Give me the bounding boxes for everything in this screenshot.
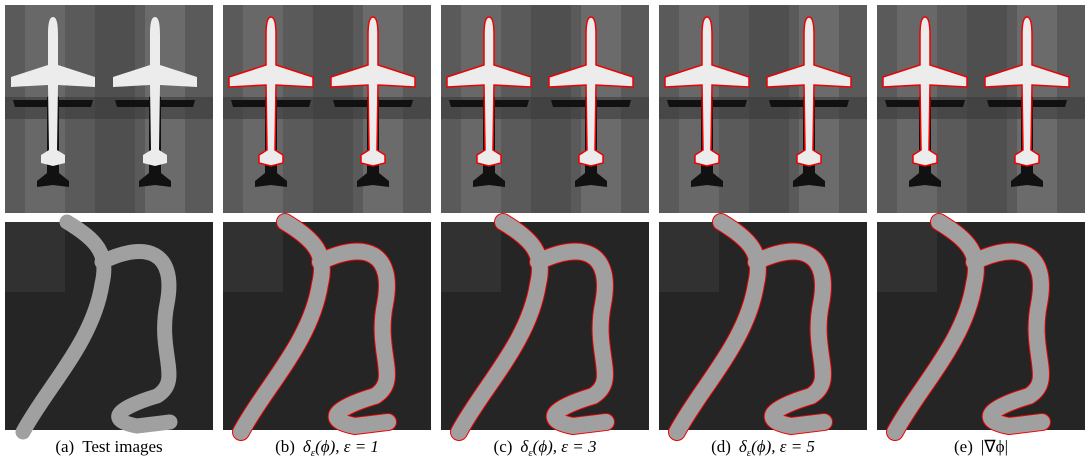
caption-label: (b) [275,437,295,456]
caption-label: (c) [494,437,513,456]
plane-image [5,5,213,213]
road-image [223,222,431,432]
plane-image [441,5,649,213]
caption: (e) |∇ϕ| [954,437,1008,456]
plane-image [223,5,431,213]
texture-band [441,222,501,292]
caption-text: Test images [82,437,162,456]
caption-label: (a) [55,437,74,456]
caption-rest: (ϕ), ε = 1 [315,437,379,456]
caption-label: (d) [711,437,731,456]
caption: (b)δε(ϕ), ε = 1 [275,437,379,459]
texture-band [659,222,719,292]
plane-image [659,5,867,213]
caption-rest: (ϕ), ε = 3 [533,437,597,456]
texture-band [877,222,937,292]
road-image [877,222,1085,432]
caption-text: |∇ϕ| [981,437,1008,456]
plane-image [877,5,1085,213]
caption: (a) Test images [55,437,162,456]
figure: (a) Test images (b)δε(ϕ), ε = 1 (c)δε(ϕ), ε… [0,0,1090,462]
caption-rest: (ϕ), ε = 5 [751,437,815,456]
caption: (c)δε(ϕ), ε = 3 [494,437,597,459]
road-image [659,222,867,432]
caption-label: (e) [954,437,973,456]
texture-band [5,222,65,292]
road-image [441,222,649,432]
road-image [5,222,213,432]
texture-band [223,222,283,292]
caption: (d)δε(ϕ), ε = 5 [711,437,815,459]
